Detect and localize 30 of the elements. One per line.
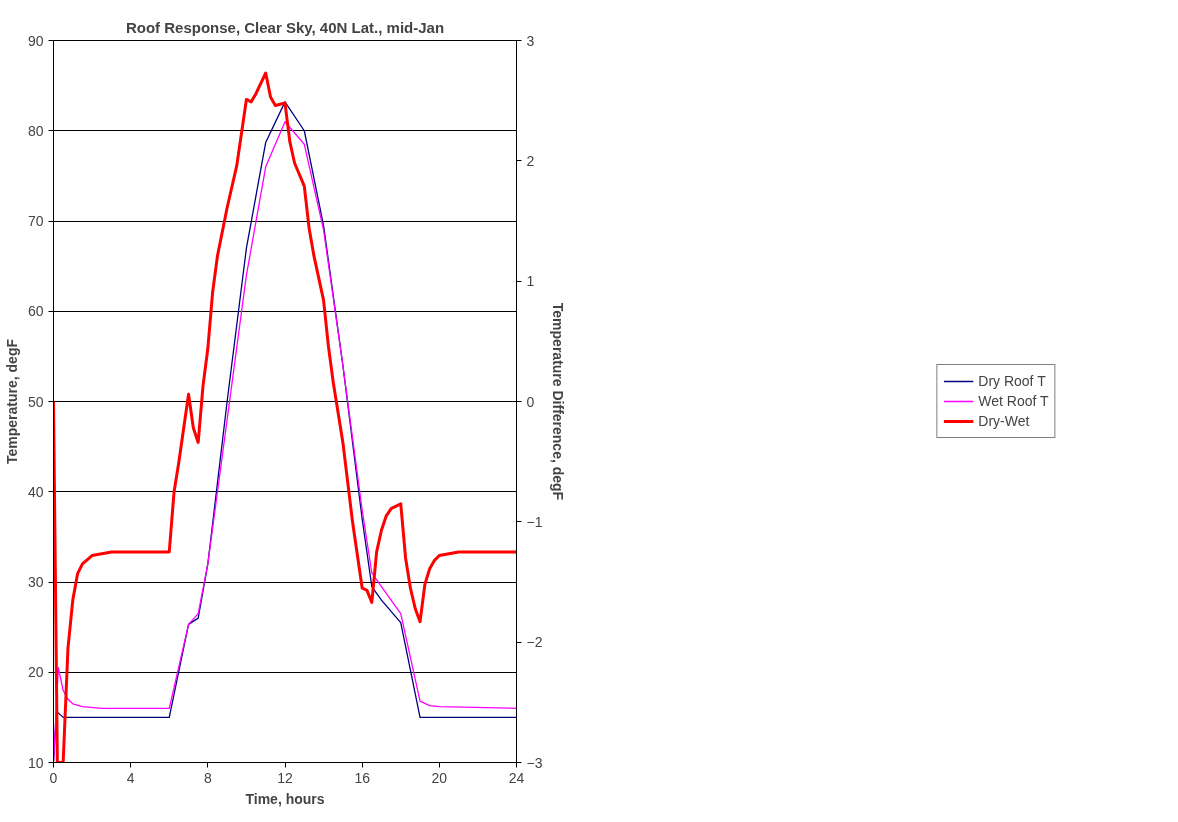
y2-tick-label: −3 [526, 754, 543, 771]
y-tick-label: 60 [27, 303, 44, 320]
y-axis-title: Temperature, degF [3, 338, 20, 464]
x-tick-label: 4 [126, 769, 135, 786]
x-tick-label: 24 [508, 769, 525, 786]
y-tick-label: 70 [27, 213, 44, 229]
legend-label: Wet Roof T [978, 393, 1049, 409]
y-tick-label: 40 [27, 483, 44, 500]
y2-tick-label: −2 [526, 634, 543, 651]
y-tick-label: 10 [27, 754, 44, 771]
legend-label: Dry Roof T [978, 373, 1046, 389]
y2-tick-label: 0 [526, 393, 535, 410]
x-tick-label: 16 [354, 769, 371, 786]
x-tick-label: 12 [277, 769, 293, 786]
y2-tick-label: 3 [526, 32, 535, 49]
y-tick-label: 50 [27, 393, 44, 410]
x-tick-label: 0 [49, 769, 58, 786]
x-tick-label: 8 [203, 769, 212, 786]
legend-label: Dry-Wet [978, 413, 1030, 429]
x-tick-label: 20 [431, 769, 448, 786]
chart-title: Roof Response, Clear Sky, 40N Lat., mid-Jan [125, 18, 445, 36]
y2-axis-title: Temperature Difference, degF [550, 302, 567, 501]
y-tick-label: 20 [27, 664, 44, 681]
y-tick-label: 30 [27, 574, 44, 590]
y2-tick-label: 2 [526, 152, 535, 169]
y2-tick-label: −1 [526, 513, 543, 530]
x-axis-title: Time, hours [245, 790, 325, 807]
y2-tick-label: 1 [526, 273, 535, 290]
y-tick-label: 90 [27, 32, 44, 49]
y-tick-label: 80 [27, 122, 44, 139]
